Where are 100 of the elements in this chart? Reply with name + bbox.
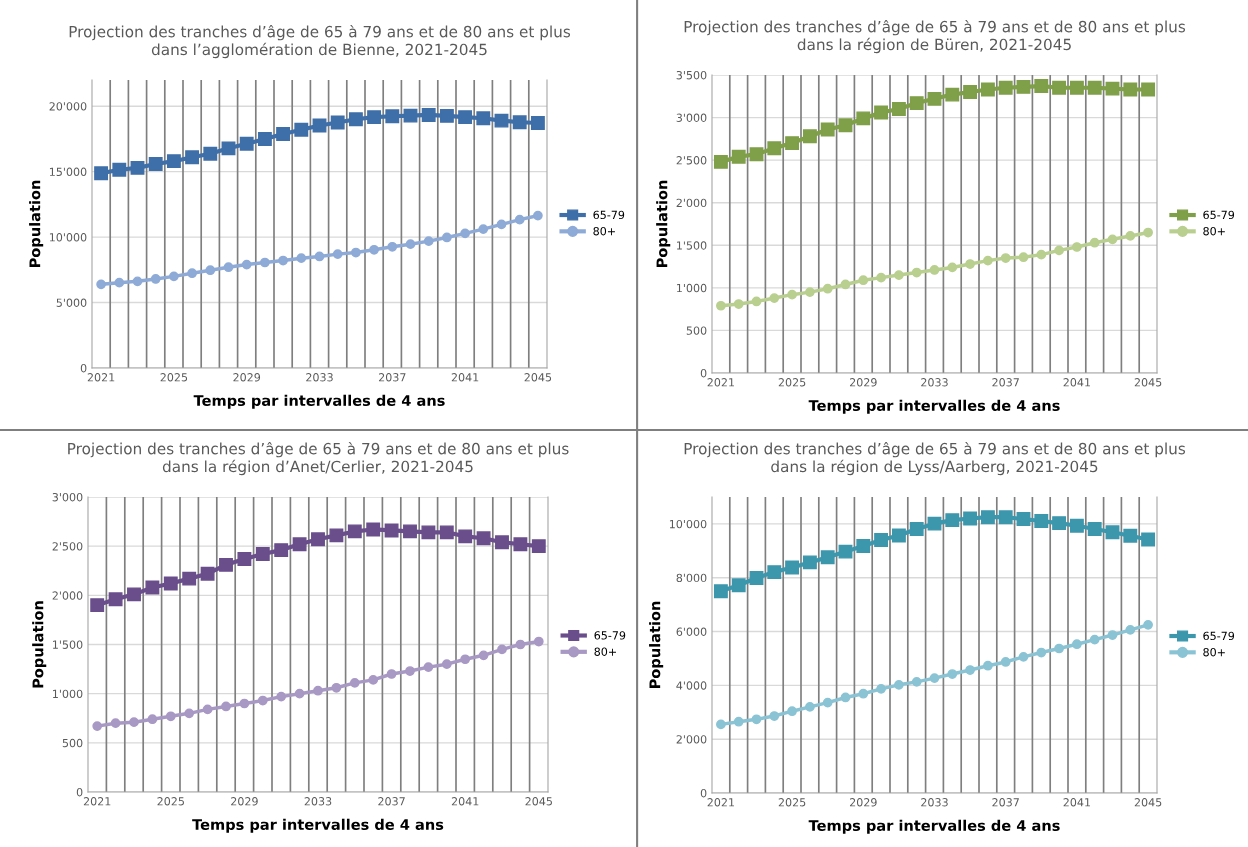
point xyxy=(838,544,853,559)
point xyxy=(366,522,381,537)
point xyxy=(386,669,397,679)
legend-label: 80+ xyxy=(594,647,616,656)
point xyxy=(1143,227,1153,238)
point xyxy=(1034,514,1049,528)
point xyxy=(329,528,344,543)
point xyxy=(478,224,489,234)
y-axis-title: Population xyxy=(32,601,47,688)
y-tick-label: 3'500 xyxy=(676,70,707,80)
point xyxy=(911,677,922,687)
point xyxy=(387,241,398,252)
point xyxy=(785,560,800,575)
point xyxy=(512,115,527,130)
point xyxy=(822,697,833,708)
x-tick-label: 2025 xyxy=(160,373,188,382)
point xyxy=(514,214,525,225)
point xyxy=(129,717,139,728)
point xyxy=(1018,252,1029,263)
point xyxy=(403,108,418,123)
point xyxy=(1123,82,1138,97)
point xyxy=(749,147,764,162)
y-tick-label: 4'000 xyxy=(676,681,707,690)
point xyxy=(769,293,780,303)
y-tick-label: 15'000 xyxy=(49,167,87,177)
point xyxy=(713,584,728,599)
point xyxy=(330,115,345,130)
y-tick-label: 0 xyxy=(700,368,707,378)
point xyxy=(769,711,780,721)
point xyxy=(331,682,342,693)
point xyxy=(751,714,762,725)
y-tick-label: 2'000 xyxy=(676,198,707,208)
x-tick-label: 2029 xyxy=(231,797,258,806)
point xyxy=(1036,647,1047,658)
point xyxy=(1000,253,1011,263)
point xyxy=(1052,80,1067,95)
y-tick-label: 20'000 xyxy=(49,102,87,111)
x-tick-label: 2029 xyxy=(849,378,877,387)
x-tick-label: 2041 xyxy=(451,373,479,382)
point xyxy=(385,109,400,124)
x-tick-label: 2021 xyxy=(707,798,735,807)
point xyxy=(733,716,744,727)
point xyxy=(1069,518,1084,533)
point xyxy=(1018,651,1029,662)
point xyxy=(384,523,399,538)
point xyxy=(1125,231,1136,241)
point xyxy=(241,259,252,270)
y-tick-label: 8'000 xyxy=(676,573,707,583)
point xyxy=(894,679,904,690)
point xyxy=(1087,522,1102,536)
point xyxy=(145,580,160,595)
x-tick-label: 2029 xyxy=(849,798,877,807)
x-tick-label: 2033 xyxy=(304,797,332,806)
x-tick-label: 2033 xyxy=(921,378,948,387)
point xyxy=(92,721,103,731)
point xyxy=(368,675,379,685)
point xyxy=(1089,634,1100,645)
point xyxy=(313,685,323,696)
x-tick-label: 2021 xyxy=(707,378,735,387)
point xyxy=(1036,249,1047,260)
point xyxy=(1072,639,1082,650)
point xyxy=(858,688,869,699)
point xyxy=(963,85,978,99)
y-tick-label: 3'000 xyxy=(52,492,83,502)
point xyxy=(767,565,782,580)
point xyxy=(476,111,491,126)
point xyxy=(127,587,141,602)
point xyxy=(439,108,454,123)
point xyxy=(909,522,924,536)
point xyxy=(891,528,906,543)
point xyxy=(292,537,307,552)
point xyxy=(221,141,236,156)
point xyxy=(947,669,958,679)
x-tick-label: 2021 xyxy=(83,797,111,806)
point xyxy=(998,510,1013,525)
x-tick-label: 2025 xyxy=(778,798,806,807)
point xyxy=(983,660,993,671)
y-axis-title: Population xyxy=(656,180,671,268)
point xyxy=(332,249,343,259)
point xyxy=(458,529,473,544)
point xyxy=(1107,234,1118,245)
y-tick-label: 1'500 xyxy=(677,241,707,250)
point xyxy=(108,592,123,607)
point xyxy=(200,566,215,581)
y-tick-label: 3'000 xyxy=(676,113,707,122)
point xyxy=(278,255,288,266)
point xyxy=(929,673,940,683)
x-tick-label: 2045 xyxy=(1134,378,1162,387)
point xyxy=(203,146,218,161)
point xyxy=(239,698,250,709)
point xyxy=(802,129,817,144)
point xyxy=(716,719,726,730)
point xyxy=(980,82,995,97)
point xyxy=(312,118,327,133)
point xyxy=(1125,625,1136,635)
point xyxy=(255,547,270,561)
point xyxy=(165,711,176,722)
point xyxy=(439,525,454,540)
point xyxy=(496,219,507,230)
point xyxy=(476,531,491,546)
